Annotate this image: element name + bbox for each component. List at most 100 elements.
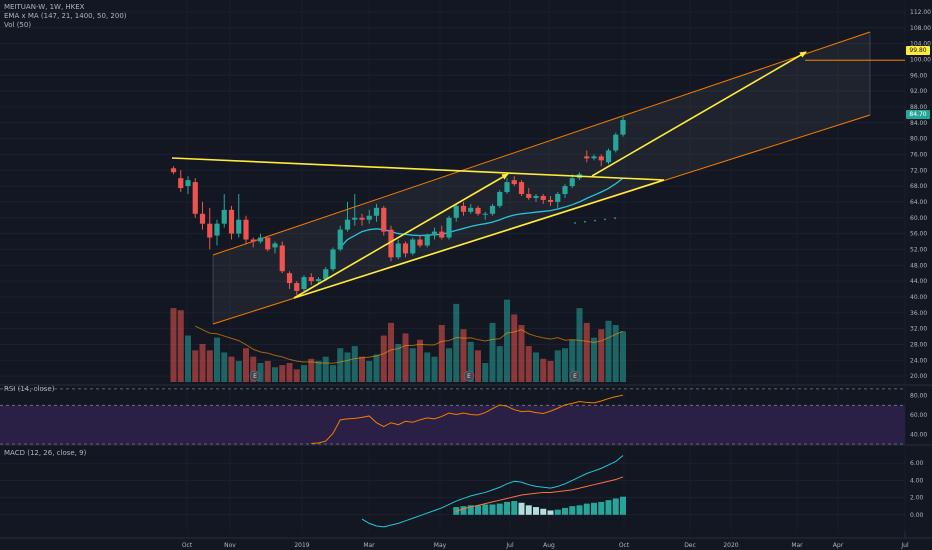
- candle-body: [482, 213, 488, 215]
- volume-bar: [554, 350, 561, 382]
- volume-bar: [388, 322, 394, 382]
- volume-bar: [612, 325, 619, 382]
- macd-histogram-bar: [467, 505, 474, 515]
- ema-projection-dot: [584, 220, 586, 223]
- volume-bar: [583, 322, 590, 382]
- candle-body: [431, 231, 438, 236]
- price-tick-label: 32.00: [910, 326, 927, 333]
- macd-histogram-bar: [518, 502, 525, 515]
- candle-body: [373, 207, 380, 216]
- macd-histogram-bar: [554, 509, 561, 515]
- candle-body: [308, 277, 314, 282]
- ema-legend[interactable]: EMA x MA (147, 21, 1400, 50, 200): [4, 12, 127, 20]
- price-tick-label: 44.00: [910, 278, 927, 285]
- volume-bar: [504, 299, 510, 382]
- volume-bar: [598, 329, 605, 382]
- candle-body: [439, 231, 445, 238]
- volume-bar: [576, 308, 583, 382]
- price-tick-label: 80.00: [910, 136, 927, 143]
- volume-bar: [250, 356, 257, 382]
- time-tick-label: Apr: [833, 542, 844, 549]
- macd-histogram-bar: [475, 505, 481, 515]
- channel-fill: [213, 32, 870, 324]
- volume-bar: [547, 360, 554, 382]
- macd-line: [361, 455, 624, 528]
- candle-body: [402, 243, 409, 254]
- volume-bar: [315, 360, 322, 382]
- volume-legend[interactable]: Vol (50): [4, 21, 32, 29]
- price-tick-label: 92.00: [910, 88, 927, 95]
- candle-body: [562, 186, 568, 194]
- candle-body: [410, 239, 416, 254]
- candle-body: [555, 194, 561, 202]
- macd-histogram-bar: [511, 501, 518, 515]
- volume-bar: [243, 348, 249, 382]
- volume-bar: [279, 365, 286, 382]
- volume-bar: [293, 369, 300, 382]
- candle-body: [540, 195, 546, 200]
- candle-body: [504, 182, 510, 193]
- candle-body: [526, 194, 532, 198]
- ema-projection-dot: [574, 222, 576, 224]
- price-tick-label: 20.00: [910, 373, 927, 380]
- candle-body: [192, 182, 198, 214]
- candle-body: [221, 209, 227, 224]
- time-tick-label: May: [434, 542, 447, 549]
- candle-body: [250, 239, 256, 242]
- last-price-label: 84.70: [906, 110, 930, 119]
- support-trendline: [293, 179, 665, 299]
- price-tick-label: 112.00: [910, 9, 931, 16]
- candle-body: [417, 239, 423, 246]
- volume-bar: [359, 356, 365, 382]
- volume-bar: [562, 348, 568, 382]
- price-tick-label: 72.00: [910, 167, 927, 174]
- rsi-line: [311, 394, 624, 445]
- volume-bar: [533, 352, 539, 382]
- price-tick-label: 76.00: [910, 151, 927, 158]
- volume-bar: [206, 350, 213, 382]
- resistance-trendline: [171, 157, 665, 181]
- time-tick-label: Mar: [363, 542, 375, 549]
- macd-pane-title[interactable]: MACD (12, 26, close, 9): [4, 449, 87, 457]
- price-tick-label: 36.00: [910, 310, 927, 317]
- candle-body: [178, 178, 184, 189]
- price-tick-label: 52.00: [910, 246, 927, 253]
- candle-body: [207, 223, 213, 238]
- volume-bar: [351, 346, 358, 382]
- macd-histogram-bar: [562, 507, 568, 515]
- rsi-pane-title[interactable]: RSI (14, close): [4, 385, 55, 393]
- candle-body: [388, 229, 394, 258]
- volume-bar: [402, 333, 409, 382]
- volume-bar: [453, 303, 460, 382]
- candle-body: [330, 249, 336, 270]
- candle-body: [359, 217, 365, 220]
- macd-histogram-bar: [533, 507, 539, 515]
- volume-bar: [301, 365, 307, 382]
- candle-body: [265, 237, 271, 250]
- volume-bar: [214, 337, 220, 382]
- macd-histogram-bar: [576, 505, 583, 515]
- macd-histogram-bar: [583, 503, 590, 515]
- candle-body: [344, 219, 351, 230]
- price-tick-label: 60.00: [910, 215, 927, 222]
- candle-body: [620, 119, 626, 135]
- earnings-marker: [249, 370, 261, 382]
- earnings-marker-label: E: [253, 373, 257, 380]
- macd-tick-label: 2.00: [910, 495, 924, 502]
- earnings-marker-label: E: [467, 373, 471, 380]
- candle-body: [272, 243, 278, 248]
- volume-bar: [438, 325, 445, 382]
- ema-projection-dot: [604, 218, 606, 221]
- earnings-marker: [463, 370, 475, 382]
- symbol-legend[interactable]: MEITUAN-W, 1W, HKEX: [4, 3, 85, 11]
- volume-bar: [496, 346, 503, 382]
- volume-bar: [424, 352, 431, 382]
- time-tick-label: 2020: [723, 542, 738, 549]
- price-tick-label: 28.00: [910, 341, 927, 348]
- candle-body: [446, 217, 452, 238]
- time-tick-label: Aug: [543, 542, 555, 549]
- volume-bar: [446, 348, 452, 382]
- macd-histogram-bar: [460, 506, 467, 515]
- volume-bar: [272, 367, 278, 382]
